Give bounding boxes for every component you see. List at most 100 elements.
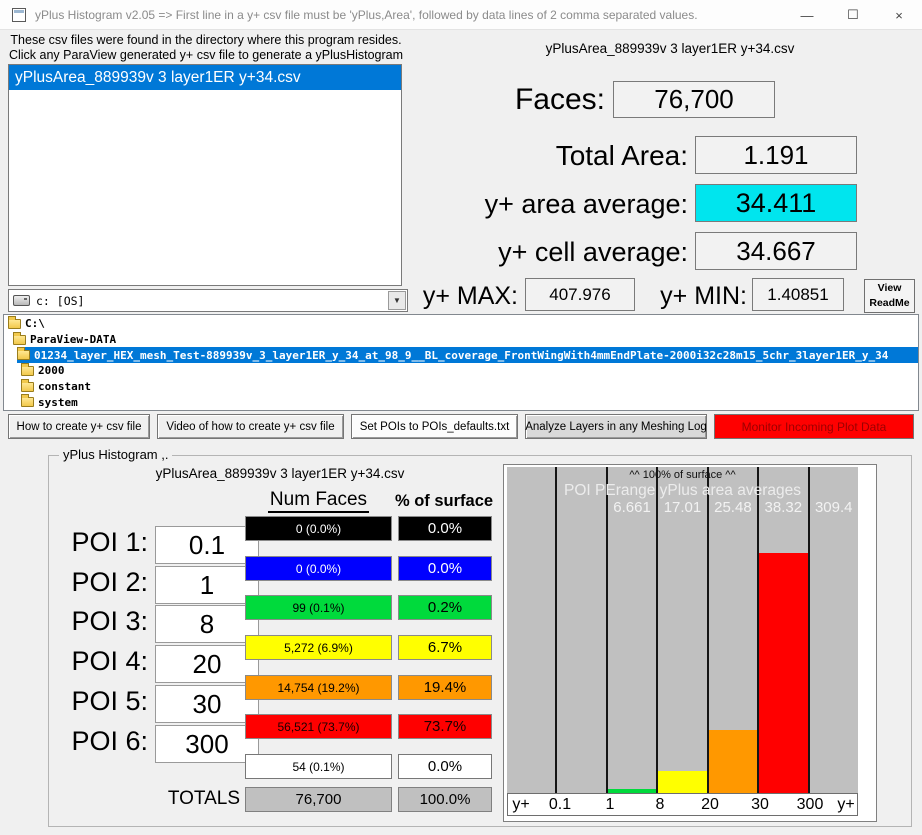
poi-2-num-faces: 0 (0.0%) xyxy=(245,556,392,581)
chart-bin-1 xyxy=(507,467,557,793)
poi-4-num-faces: 5,272 (6.9%) xyxy=(245,635,392,660)
axis-tick: 300 xyxy=(797,794,824,815)
bar xyxy=(709,730,757,793)
csv-instructions-line1: These csv files were found in the direct… xyxy=(0,33,412,48)
window-title: yPlus Histogram v2.05 => First line in a… xyxy=(35,8,698,22)
yplus-cell-avg-value: 34.667 xyxy=(695,232,857,270)
tree-item-system[interactable]: system xyxy=(4,394,918,410)
poi-4-input[interactable]: 20 xyxy=(155,645,259,683)
set-pois-defaults-button[interactable]: Set POIs to POIs_defaults.txt xyxy=(351,414,518,439)
monitor-incoming-plot-data-button[interactable]: Monitor Incoming Plot Data xyxy=(714,414,914,439)
yplus-cell-avg-label: y+ cell average: xyxy=(420,237,688,268)
chart-title: ^^ 100% of surface ^^ xyxy=(507,469,858,481)
faces-value: 76,700 xyxy=(613,81,775,118)
poi-6-pct: 73.7% xyxy=(398,714,492,739)
poi-2-input[interactable]: 1 xyxy=(155,566,259,604)
total-area-label: Total Area: xyxy=(420,140,688,172)
poi-1-pct: 0.0% xyxy=(398,516,492,541)
how-to-create-csv-button[interactable]: How to create y+ csv file xyxy=(8,414,150,439)
tree-item-paraview-data[interactable]: ParaView-DATA xyxy=(4,332,918,348)
drive-selector[interactable]: c: [OS] ▼ xyxy=(8,289,408,312)
folder-open-icon xyxy=(17,350,30,360)
axis-tick: 1 xyxy=(606,794,615,815)
folder-open-icon xyxy=(13,335,26,345)
yplus-area-avg-label: y+ area average: xyxy=(420,189,688,220)
yplus-max-value: 407.976 xyxy=(525,278,635,311)
totals-pct: 100.0% xyxy=(398,787,492,812)
faces-label: Faces: xyxy=(400,83,605,117)
tree-item-root[interactable]: C:\ xyxy=(4,316,918,332)
poi-5-label: POI 5: xyxy=(48,686,148,717)
poi-6-num-faces: 56,521 (73.7%) xyxy=(245,714,392,739)
yplus-min-label: y+ MIN: xyxy=(640,282,747,311)
yplus-area-avg-value: 34.411 xyxy=(695,184,857,222)
maximize-button[interactable]: ☐ xyxy=(830,0,876,30)
folder-closed-icon xyxy=(21,366,34,376)
chevron-down-icon[interactable]: ▼ xyxy=(388,291,406,310)
bar xyxy=(658,771,706,793)
tree-item-2000[interactable]: 2000 xyxy=(4,363,918,379)
app-icon xyxy=(12,8,26,22)
poi-5-num-faces: 14,754 (19.2%) xyxy=(245,675,392,700)
poi-4-pct: 6.7% xyxy=(398,635,492,660)
toolbar: How to create y+ csv file Video of how t… xyxy=(8,414,914,439)
poi-1-label: POI 1: xyxy=(48,527,148,558)
histogram-chart: 6.661 17.01 25.48 38.32 309.4 ^^ 100% of… xyxy=(503,464,877,822)
chart-bin-6: 38.32 xyxy=(759,467,809,793)
poi-1-num-faces: 0 (0.0%) xyxy=(245,516,392,541)
poi-2-pct: 0.0% xyxy=(398,556,492,581)
tree-item-case-folder[interactable]: 01234_layer_HEX_mesh_Test-889939v_3_laye… xyxy=(4,347,918,363)
close-button[interactable]: × xyxy=(876,0,922,30)
tree-item-constant[interactable]: constant xyxy=(4,379,918,395)
axis-tick: 30 xyxy=(751,794,769,815)
poi-5-pct: 19.4% xyxy=(398,675,492,700)
yplus-min-value: 1.40851 xyxy=(752,278,844,311)
csv-file-item[interactable]: yPlusArea_889939v 3 layer1ER y+34.csv xyxy=(9,65,401,90)
poi-5-input[interactable]: 30 xyxy=(155,685,259,723)
current-csv-filename: yPlusArea_889939v 3 layer1ER y+34.csv xyxy=(420,41,920,56)
axis-tick: 0.1 xyxy=(549,794,571,815)
video-how-to-create-csv-button[interactable]: Video of how to create y+ csv file xyxy=(157,414,344,439)
disk-icon xyxy=(13,295,30,306)
poi-3-input[interactable]: 8 xyxy=(155,605,259,643)
view-readme-button[interactable]: View ReadMe xyxy=(864,279,915,313)
axis-tick: y+ xyxy=(512,794,529,815)
poi-1-input[interactable]: 0.1 xyxy=(155,526,259,564)
groupbox-legend: yPlus Histogram ,. xyxy=(59,447,172,462)
drive-label: c: [OS] xyxy=(36,294,84,308)
axis-tick: 8 xyxy=(656,794,665,815)
chart-bin-2 xyxy=(557,467,607,793)
num-faces-header: Num Faces xyxy=(245,489,392,511)
analyze-layers-button[interactable]: Analyze Layers in any Meshing Log xyxy=(525,414,707,439)
poi-4-label: POI 4: xyxy=(48,646,148,677)
view-readme-line2: ReadMe xyxy=(865,296,914,311)
poi-6-label: POI 6: xyxy=(48,726,148,757)
axis-tick: y+ xyxy=(837,794,854,815)
histogram-subtitle: yPlusArea_889939v 3 layer1ER y+34.csv xyxy=(90,466,470,481)
chart-bin-4: 17.01 xyxy=(658,467,708,793)
chart-bin-3: 6.661 xyxy=(608,467,658,793)
directory-tree: C:\ ParaView-DATA 01234_layer_HEX_mesh_T… xyxy=(3,314,919,411)
folder-closed-icon xyxy=(21,382,34,392)
view-readme-line1: View xyxy=(865,281,914,296)
poi-2-label: POI 2: xyxy=(48,567,148,598)
chart-x-axis: y+ 0.1 1 8 20 30 300 y+ xyxy=(507,793,858,816)
total-area-value: 1.191 xyxy=(695,136,857,174)
folder-open-icon xyxy=(8,319,21,329)
folder-closed-icon xyxy=(21,397,34,407)
overflow-pct: 0.0% xyxy=(398,754,492,779)
bar xyxy=(759,553,807,793)
chart-annotation: POI PErange yPlus area averages xyxy=(507,482,858,500)
app-window: yPlus Histogram v2.05 => First line in a… xyxy=(0,0,922,835)
yplus-max-label: y+ MAX: xyxy=(408,282,518,311)
totals-faces: 76,700 xyxy=(245,787,392,812)
poi-3-num-faces: 99 (0.1%) xyxy=(245,595,392,620)
axis-tick: 20 xyxy=(701,794,719,815)
chart-plot-area: 6.661 17.01 25.48 38.32 309.4 xyxy=(507,467,858,793)
poi-6-input[interactable]: 300 xyxy=(155,725,259,763)
csv-file-listbox: yPlusArea_889939v 3 layer1ER y+34.csv xyxy=(8,64,402,286)
minimize-button[interactable]: — xyxy=(784,0,830,30)
overflow-num-faces: 54 (0.1%) xyxy=(245,754,392,779)
totals-label: TOTALS xyxy=(100,788,240,810)
poi-3-pct: 0.2% xyxy=(398,595,492,620)
